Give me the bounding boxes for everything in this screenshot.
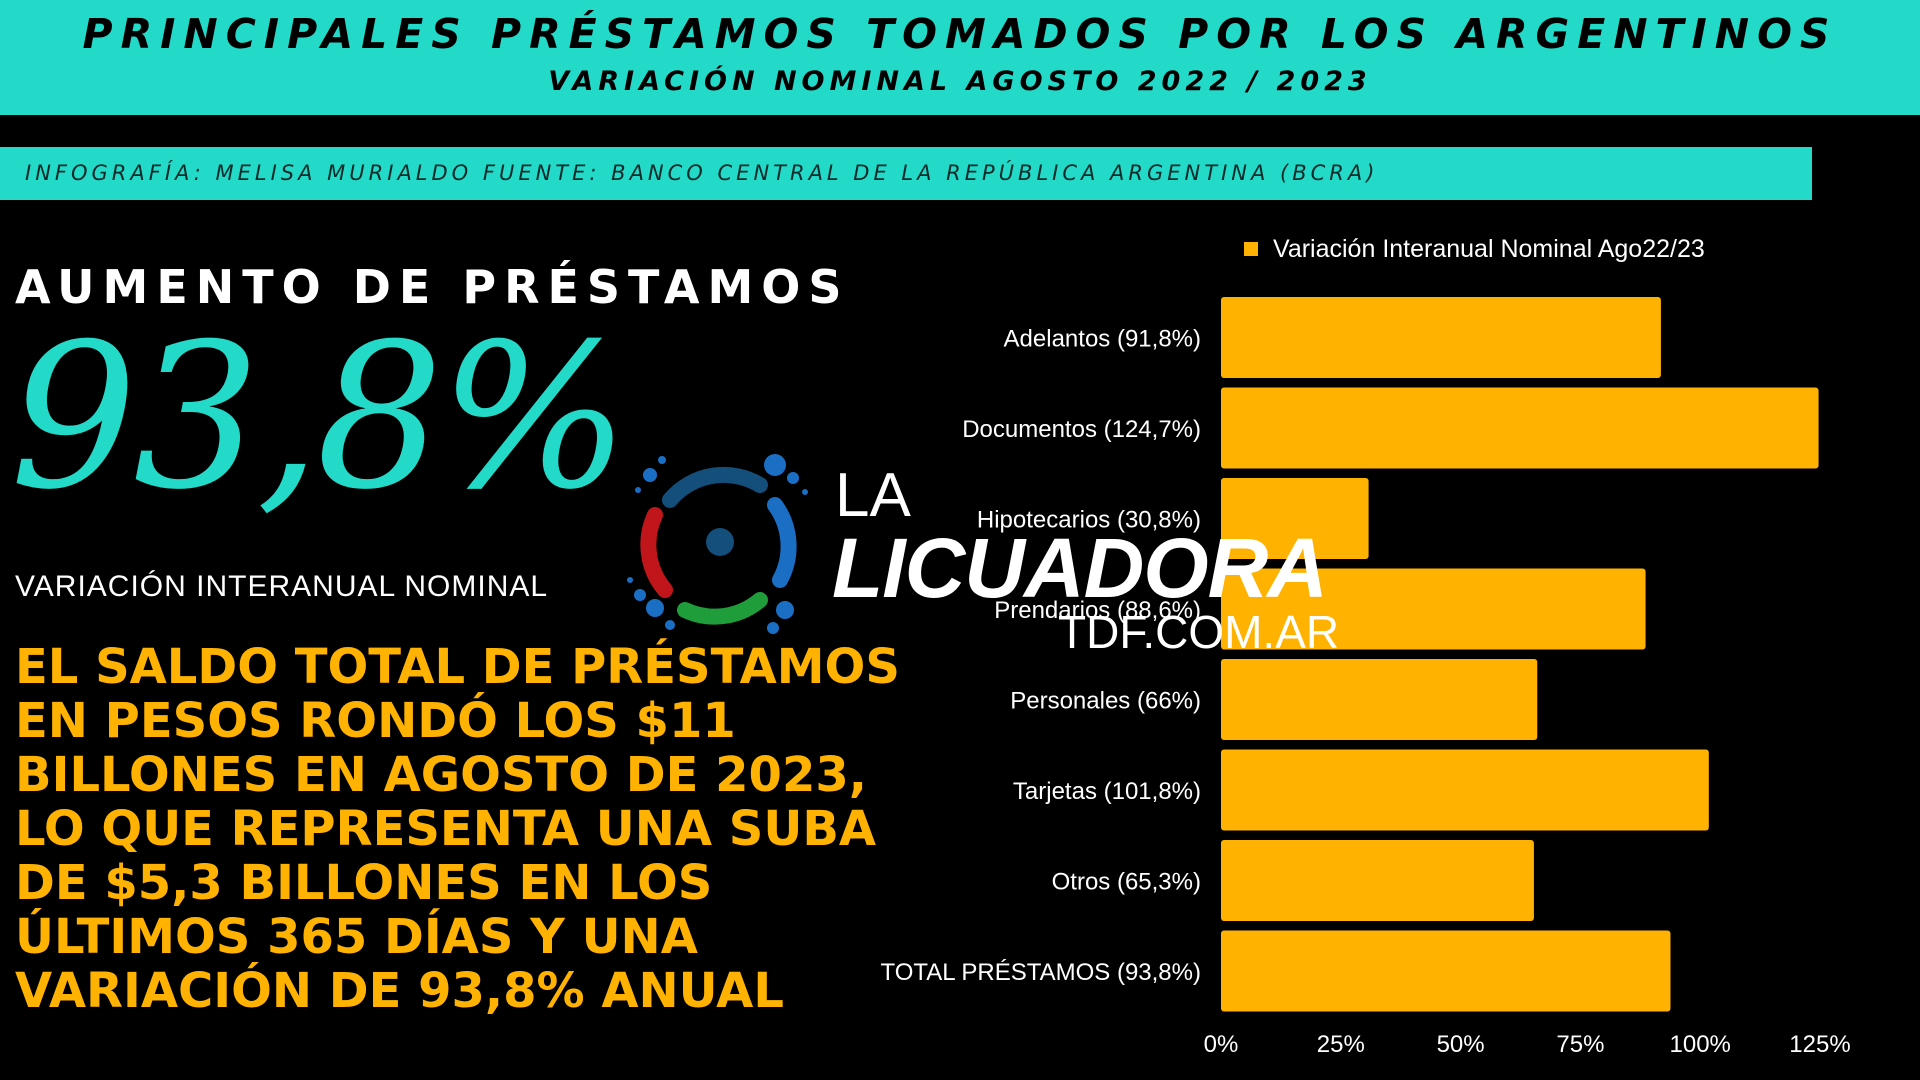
logo-swirl-icon (627, 454, 808, 634)
bar-3 (1221, 568, 1646, 650)
category-label-5: Tarjetas (101,8%) (1013, 778, 1201, 805)
category-label-3: Prendarios (88,6%) (994, 597, 1201, 624)
legend-swatch (1244, 242, 1258, 256)
category-label-0: Adelantos (91,8%) (1004, 326, 1201, 353)
bar-6 (1221, 840, 1534, 921)
logo-text-licuadora: LICUADORA (832, 521, 1328, 615)
highlight-value: 93,8% (10, 301, 629, 534)
x-tick-label-4: 100% (1670, 1031, 1731, 1058)
page-subtitle: VARIACIÓN NOMINAL AGOSTO 2022 / 2023 (548, 66, 1372, 97)
x-tick-label-0: 0% (1204, 1031, 1239, 1058)
bar-2 (1221, 478, 1369, 559)
category-label-1: Documentos (124,7%) (962, 416, 1201, 443)
page-title: PRINCIPALES PRÉSTAMOS TOMADOS POR LOS AR… (82, 10, 1838, 58)
summary-text: EL SALDO TOTAL DE PRÉSTAMOS EN PESOS RON… (15, 639, 900, 1019)
la-licuadora-logo: LA LICUADORA TDF.COM.AR (610, 430, 1339, 658)
highlight-caption: VARIACIÓN INTERANUAL NOMINAL (15, 570, 549, 603)
x-tick-label-3: 75% (1556, 1031, 1604, 1058)
category-label-2: Hipotecarios (30,8%) (977, 507, 1201, 534)
x-tick-label-5: 125% (1789, 1031, 1850, 1058)
credit-text: INFOGRAFÍA: MELISA MURIALDO FUENTE: BANC… (25, 161, 1379, 185)
bar-5 (1221, 749, 1709, 831)
credit-bar: INFOGRAFÍA: MELISA MURIALDO FUENTE: BANC… (0, 147, 1812, 200)
bar-1 (1221, 387, 1819, 469)
category-label-4: Personales (66%) (1010, 688, 1201, 715)
highlight-heading: AUMENTO DE PRÉSTAMOS (15, 260, 850, 314)
bar-4 (1221, 659, 1538, 740)
category-label-7: TOTAL PRÉSTAMOS (93,8%) (880, 959, 1201, 986)
bar-7 (1221, 930, 1671, 1012)
logo-text-la: LA (835, 461, 911, 530)
header-banner: PRINCIPALES PRÉSTAMOS TOMADOS POR LOS AR… (0, 0, 1920, 115)
legend-label: Variación Interanual Nominal Ago22/23 (1273, 235, 1705, 263)
x-tick-label-2: 50% (1437, 1031, 1485, 1058)
logo-text-domain: TDF.COM.AR (1058, 606, 1340, 658)
x-tick-label-1: 25% (1317, 1031, 1365, 1058)
bar-0 (1221, 297, 1661, 378)
category-label-6: Otros (65,3%) (1052, 869, 1201, 896)
